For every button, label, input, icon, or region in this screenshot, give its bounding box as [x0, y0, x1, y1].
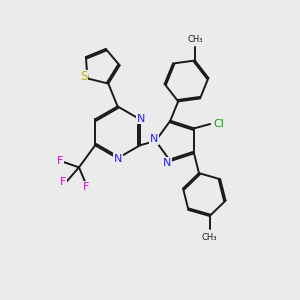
Text: N: N [136, 114, 145, 124]
Text: CH₃: CH₃ [202, 233, 218, 242]
Text: Cl: Cl [213, 119, 224, 129]
Text: N: N [114, 154, 122, 164]
Text: F: F [60, 177, 66, 187]
Text: CH₃: CH₃ [187, 34, 202, 43]
Text: N: N [163, 158, 172, 167]
Text: F: F [57, 157, 63, 166]
Text: N: N [150, 134, 158, 144]
Text: S: S [80, 70, 88, 83]
Text: F: F [83, 182, 89, 192]
